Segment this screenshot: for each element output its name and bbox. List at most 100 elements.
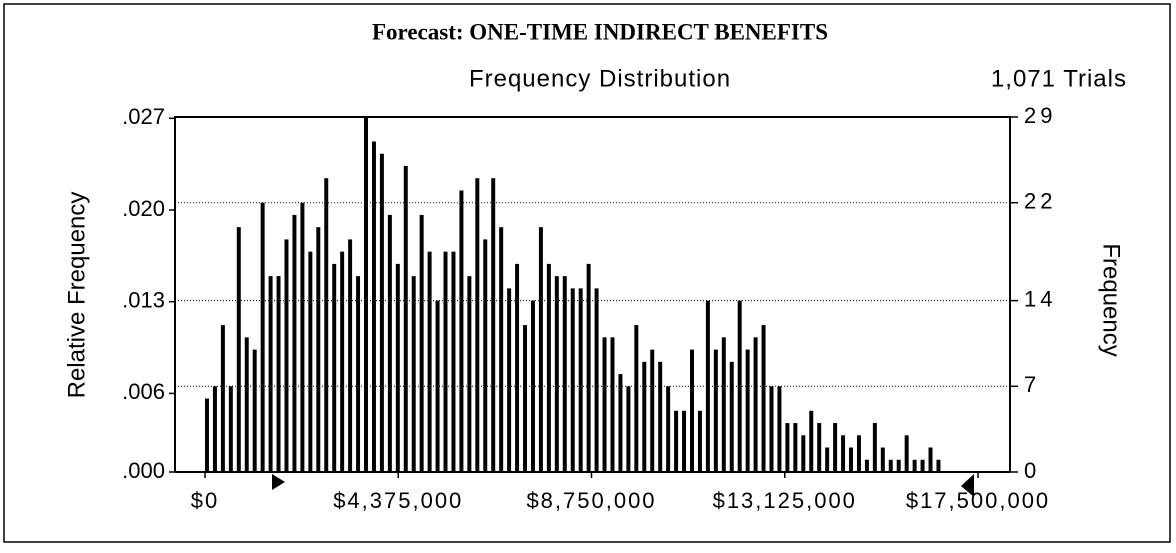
bar — [276, 276, 281, 472]
bar — [658, 361, 663, 472]
bar — [761, 325, 766, 472]
bar — [236, 227, 241, 472]
x-tick-label: $8,750,000 — [526, 488, 656, 513]
bar — [515, 263, 520, 472]
bar — [642, 361, 647, 472]
bar — [841, 435, 846, 472]
bar — [316, 227, 321, 472]
bar — [284, 239, 289, 472]
bar — [674, 410, 679, 472]
bar — [785, 423, 790, 472]
frame — [3, 3, 1171, 543]
bar — [849, 447, 853, 472]
bar — [530, 300, 535, 472]
bar — [459, 190, 464, 472]
bar — [332, 263, 337, 472]
bar — [880, 447, 885, 472]
bar — [483, 239, 488, 472]
range-marker — [272, 474, 285, 490]
bar — [546, 263, 551, 472]
y2-tick-label: 29 — [1024, 103, 1056, 128]
bar — [833, 423, 838, 472]
bar — [666, 386, 671, 472]
bar — [697, 410, 702, 472]
y-tick-label: .000 — [122, 458, 165, 483]
bar — [499, 227, 504, 472]
y2-tick-label: 14 — [1024, 286, 1056, 311]
bar — [817, 423, 822, 472]
bar — [205, 398, 209, 472]
bar — [379, 153, 384, 473]
bar — [260, 202, 265, 473]
bar — [340, 251, 345, 472]
y-tick-label: .020 — [122, 196, 165, 221]
bar — [538, 227, 543, 472]
y-tick-label: .027 — [122, 104, 165, 129]
bar — [570, 288, 575, 472]
bar — [634, 325, 639, 472]
x-tick-label: $0 — [191, 488, 219, 513]
bar — [212, 386, 217, 472]
bar — [618, 374, 623, 472]
bar — [228, 386, 233, 472]
bar — [690, 349, 694, 472]
bar — [395, 263, 400, 472]
bar — [475, 178, 480, 472]
bar — [825, 447, 830, 472]
trials: 1,071 Trials — [991, 65, 1127, 92]
bar — [801, 435, 806, 472]
bar — [793, 423, 798, 472]
subtitle: Frequency Distribution — [469, 65, 731, 92]
bar — [491, 178, 496, 472]
bar — [896, 459, 901, 472]
y2-tick-label: 0 — [1024, 458, 1040, 483]
bar — [928, 447, 933, 472]
bar — [856, 435, 861, 472]
bar — [403, 165, 408, 472]
bar — [419, 214, 424, 472]
bar — [451, 251, 456, 472]
bar — [912, 459, 917, 472]
bar — [864, 459, 869, 472]
chart-title: Forecast: ONE-TIME INDIRECT BENEFITS — [372, 19, 828, 44]
bar — [292, 214, 297, 472]
bar — [626, 386, 631, 472]
bar — [650, 349, 655, 472]
bar — [872, 423, 877, 472]
bar — [220, 325, 225, 472]
bar — [682, 410, 687, 472]
bar — [244, 337, 249, 472]
bar — [888, 459, 893, 472]
bar — [268, 276, 273, 472]
bar — [562, 276, 567, 472]
bar — [356, 276, 361, 472]
bar — [777, 386, 782, 472]
bar — [371, 141, 376, 472]
bar — [586, 263, 591, 472]
bar — [364, 117, 368, 472]
bar — [443, 251, 448, 472]
bar — [753, 337, 758, 472]
range-marker — [961, 474, 974, 497]
bar — [387, 214, 392, 472]
bar — [348, 239, 353, 472]
y2-tick-label: 22 — [1024, 189, 1056, 214]
y-tick-label: .006 — [122, 379, 165, 404]
y2-axis-label: Frequency — [1098, 243, 1125, 356]
bar — [904, 435, 909, 472]
bar — [507, 288, 512, 472]
bar — [602, 337, 607, 472]
bar — [578, 288, 583, 472]
bar — [809, 410, 814, 472]
bar — [737, 300, 742, 472]
bar — [721, 337, 726, 472]
bar — [252, 349, 257, 472]
bar — [554, 276, 559, 472]
axis-frame — [174, 116, 1011, 472]
y-tick-label: .013 — [122, 288, 165, 313]
bar — [769, 386, 774, 472]
bar — [729, 361, 734, 472]
bar — [427, 251, 432, 472]
x-tick-label: $13,125,000 — [713, 488, 857, 513]
